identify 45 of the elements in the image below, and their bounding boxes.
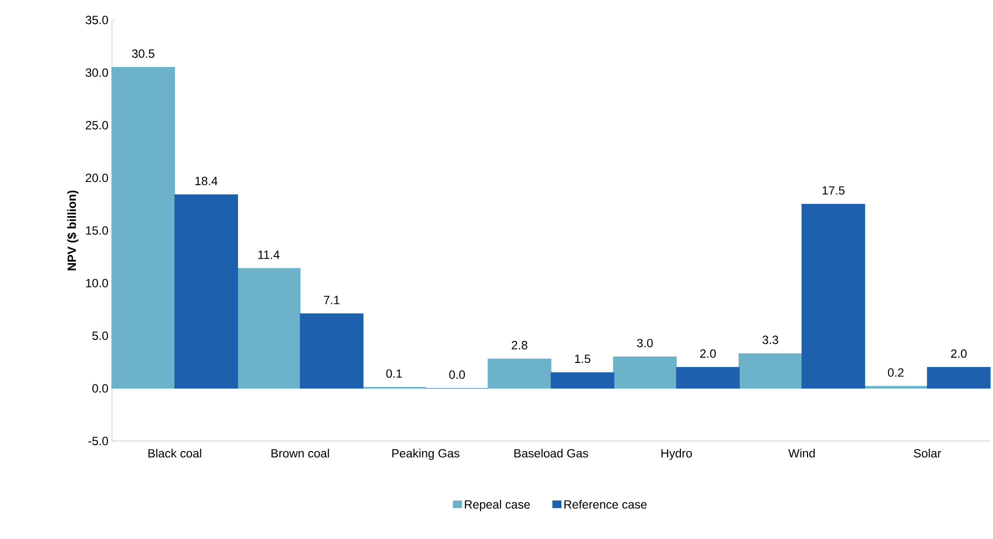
data-label: 2.0 [700,349,716,358]
x-tick-label: Black coal [148,448,202,458]
data-label: 0.0 [449,370,465,379]
bar [676,367,740,389]
bar [550,372,614,389]
data-label: 30.5 [132,49,154,58]
data-label: 17.5 [822,186,844,195]
data-label: 2.0 [951,349,967,358]
bar [738,353,802,389]
data-label: 0.2 [888,368,904,377]
data-label: 18.4 [195,176,218,186]
y-tick-label: 0.0 [92,384,108,393]
bar [613,356,677,389]
x-tick-label: Wind [788,448,815,458]
bar [236,268,300,389]
bar [488,358,552,389]
bar [111,67,176,389]
y-tick-label: 10.0 [86,278,108,288]
data-label: 2.8 [512,340,528,350]
x-tick-label: Brown coal [272,448,329,458]
data-label: 11.4 [258,250,280,259]
bar [926,367,991,389]
y-tick-label: 25.0 [86,121,108,130]
data-label: 3.0 [637,338,653,348]
data-label: 7.1 [324,296,340,304]
y-axis-title: NPV ($ billion) [67,190,78,270]
y-tick-label: 35.0 [86,16,108,24]
x-tick-label: Peaking Gas [392,448,460,460]
legend-label: Reference case [564,500,647,509]
bar [300,313,364,389]
x-tick-label: Hydro [661,448,692,460]
data-label: 3.3 [762,336,778,344]
bar [864,386,928,389]
y-tick-label: 30.0 [86,68,108,77]
y-tick-label: -5.0 [88,436,108,446]
y-tick-label: 15.0 [86,226,108,235]
legend-label: Repeal case [464,500,530,512]
x-tick-label: Baseload Gas [514,448,588,458]
y-tick-label: 20.0 [86,174,108,182]
x-tick-label: Solar [914,448,942,458]
bar [802,204,866,389]
bar [174,194,238,389]
data-label: 1.5 [575,354,590,364]
y-tick-label: 5.0 [92,332,108,340]
data-label: 0.1 [386,369,402,378]
